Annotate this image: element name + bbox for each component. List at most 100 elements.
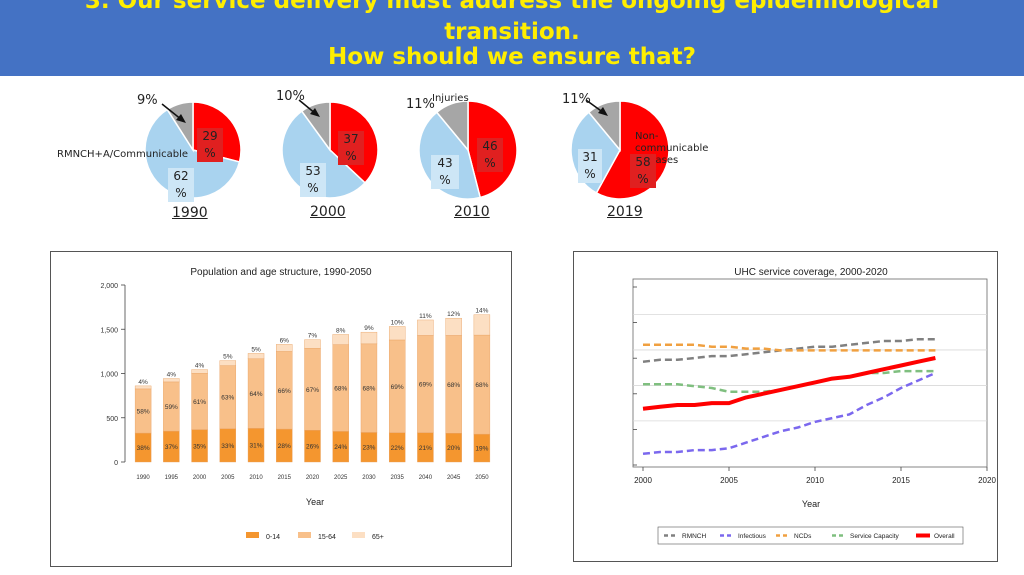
- x-axis-label: Year: [802, 499, 820, 509]
- x-tick-label: 2005: [221, 475, 235, 481]
- x-axis-label: Year: [306, 497, 324, 507]
- bar-label: 68%: [334, 386, 347, 393]
- pie-1990-ncd-pct: 29 %: [197, 128, 223, 162]
- bar-label: 23%: [362, 445, 375, 452]
- bar-segment: [445, 317, 462, 336]
- bar-segment: [247, 353, 265, 360]
- ncd-legend-label: Non-communicable diseases: [635, 131, 709, 166]
- bar-label: 24%: [334, 444, 347, 451]
- pie-2000-ncd-pct: 37 %: [338, 131, 364, 165]
- population-chart-panel: Population and age structure, 1990-2050 0…: [50, 251, 512, 567]
- legend-label: RMNCH: [682, 533, 706, 540]
- bar-label: 35%: [193, 443, 206, 450]
- bar-label: 63%: [221, 395, 234, 402]
- uhc-chart-panel: UHC service coverage, 2000-2020 2000 2005 2…: [573, 251, 998, 562]
- bar-label: 33%: [221, 443, 234, 450]
- legend-label: 15-64: [318, 534, 336, 541]
- bar-label: 12%: [447, 311, 460, 318]
- bar-segment: [360, 331, 378, 345]
- bar-segment: [417, 319, 434, 336]
- bar-segment: [473, 314, 491, 336]
- series-line: [642, 371, 936, 456]
- bar-label: 5%: [251, 346, 261, 353]
- x-tick-label: 2000: [634, 476, 652, 485]
- title-banner: 3. Our service delivery must address the…: [0, 0, 1024, 76]
- bar-label: 31%: [250, 443, 263, 450]
- bar-label: 7%: [308, 333, 318, 340]
- bar-label: 19%: [475, 446, 488, 453]
- bar-segment: [219, 360, 237, 366]
- bar-label: 68%: [475, 382, 488, 389]
- bar-label: 28%: [278, 443, 291, 450]
- pie-2019-communicable-pct: 31 %: [578, 149, 602, 183]
- bar-label: 38%: [137, 445, 150, 452]
- x-tick-label: 2010: [806, 476, 824, 485]
- injuries-legend-label: Injuries: [432, 93, 469, 104]
- bar-segment: [191, 369, 208, 374]
- chart-title: UHC service coverage, 2000-2020: [734, 267, 888, 278]
- pie-1990-injuries-pct: 9%: [137, 93, 158, 108]
- legend-label: 65+: [372, 534, 384, 541]
- legend-box: [657, 526, 964, 545]
- bar-label: 37%: [165, 444, 178, 451]
- x-tick-label: 1995: [165, 475, 179, 481]
- plot-frame: [632, 278, 988, 468]
- arrow-head-icon: [310, 108, 320, 117]
- pie-1990-year: 1990: [172, 205, 208, 221]
- legend-label: Service Capacity: [850, 533, 900, 540]
- bar-label: 69%: [419, 382, 432, 389]
- bar-label: 58%: [137, 408, 150, 415]
- bar-label: 69%: [391, 384, 404, 391]
- uhc-chart: UHC service coverage, 2000-2020 2000 2005 2…: [632, 267, 996, 545]
- x-tick-label: 2050: [475, 475, 489, 481]
- bar-segment: [134, 385, 152, 390]
- bar-segment: [276, 344, 293, 352]
- pie-2010-injuries-pct: 11%: [406, 97, 435, 112]
- legend-label: Overall: [934, 533, 955, 540]
- bar-label: 20%: [447, 445, 460, 452]
- x-tick-label: 2020: [306, 475, 320, 481]
- legend-label: Infectious: [738, 533, 767, 540]
- y-tick-label: 2,000: [100, 283, 118, 290]
- x-tick-label: 2045: [447, 475, 461, 481]
- legend-swatch: [246, 532, 259, 538]
- bar-label: 4%: [167, 372, 177, 379]
- bar-label: 68%: [362, 386, 375, 393]
- chart-title: Population and age structure, 1990-2050: [190, 267, 372, 278]
- y-tick-label: 1,000: [100, 372, 118, 379]
- bar-label: 26%: [306, 444, 319, 451]
- legend-label: NCDs: [794, 533, 812, 540]
- bar-segment: [304, 339, 321, 349]
- bar-label: 5%: [223, 354, 233, 361]
- x-tick-label: 2040: [419, 475, 433, 481]
- pie-2019-year: 2019: [607, 204, 643, 220]
- legend-swatch: [352, 532, 365, 538]
- bar-label: 10%: [391, 320, 404, 327]
- legend-swatch: [298, 532, 311, 538]
- bar-label: 59%: [165, 404, 178, 411]
- pie-2010-ncd-pct: 46 %: [477, 138, 503, 172]
- title-line-3: How should we ensure that?: [328, 44, 696, 70]
- x-tick-label: 2030: [362, 475, 376, 481]
- legend-label: 0-14: [266, 534, 280, 541]
- pie-1990-communicable-pct: 62 %: [168, 168, 194, 202]
- bar-label: 4%: [195, 363, 205, 370]
- bar-label: 21%: [419, 445, 432, 452]
- x-tick-label: 2025: [334, 475, 348, 481]
- arrow-head-icon: [176, 114, 186, 123]
- title-line-1: 3. Our service delivery must address the…: [84, 0, 940, 14]
- bar-label: 14%: [475, 308, 488, 315]
- x-tick-label: 2000: [193, 475, 207, 481]
- bar-label: 11%: [419, 313, 432, 320]
- bar-label: 67%: [306, 387, 319, 394]
- y-tick-label: 500: [106, 416, 118, 423]
- arrow-head-icon: [598, 107, 608, 116]
- series-line: [643, 343, 936, 352]
- bar-label: 61%: [193, 399, 206, 406]
- pie-2000-year: 2000: [310, 204, 346, 220]
- bar-segment: [388, 326, 406, 341]
- pie-2019-injuries-pct: 11%: [562, 92, 591, 107]
- bar-label: 9%: [364, 325, 374, 332]
- pie-slice-injuries: [435, 100, 469, 153]
- x-tick-label: 2005: [720, 476, 738, 485]
